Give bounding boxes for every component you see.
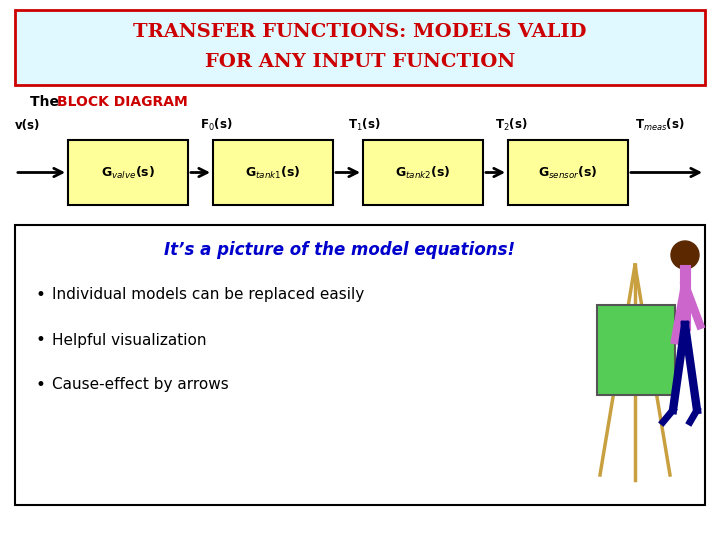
- Text: Helpful visualization: Helpful visualization: [52, 333, 207, 348]
- Text: The: The: [30, 95, 64, 109]
- Text: •: •: [35, 331, 45, 349]
- Text: Individual models can be replaced easily: Individual models can be replaced easily: [52, 287, 364, 302]
- Text: Cause-effect by arrows: Cause-effect by arrows: [52, 377, 229, 393]
- Text: BLOCK DIAGRAM: BLOCK DIAGRAM: [57, 95, 188, 109]
- Circle shape: [671, 241, 699, 269]
- Text: T$_1$(s): T$_1$(s): [348, 117, 380, 133]
- FancyBboxPatch shape: [15, 225, 705, 505]
- FancyBboxPatch shape: [68, 140, 188, 205]
- Text: T$_{meas}$(s): T$_{meas}$(s): [635, 117, 685, 133]
- Text: G$_{tank2}$(s): G$_{tank2}$(s): [395, 165, 451, 180]
- FancyBboxPatch shape: [213, 140, 333, 205]
- FancyBboxPatch shape: [597, 305, 675, 395]
- FancyBboxPatch shape: [508, 140, 628, 205]
- Text: •: •: [35, 376, 45, 394]
- Text: FOR ANY INPUT FUNCTION: FOR ANY INPUT FUNCTION: [205, 53, 515, 71]
- FancyBboxPatch shape: [363, 140, 483, 205]
- Text: G$_{tank1}$(s): G$_{tank1}$(s): [246, 165, 301, 180]
- Text: •: •: [35, 286, 45, 304]
- FancyBboxPatch shape: [15, 10, 705, 85]
- Text: F$_0$(s): F$_0$(s): [200, 117, 233, 133]
- Text: G$_{valve}$(s): G$_{valve}$(s): [101, 165, 155, 180]
- Text: TRANSFER FUNCTIONS: MODELS VALID: TRANSFER FUNCTIONS: MODELS VALID: [133, 23, 587, 41]
- Text: v(s): v(s): [15, 118, 40, 132]
- Text: It’s a picture of the model equations!: It’s a picture of the model equations!: [164, 241, 516, 259]
- Text: T$_2$(s): T$_2$(s): [495, 117, 528, 133]
- Text: G$_{sensor}$(s): G$_{sensor}$(s): [538, 165, 598, 180]
